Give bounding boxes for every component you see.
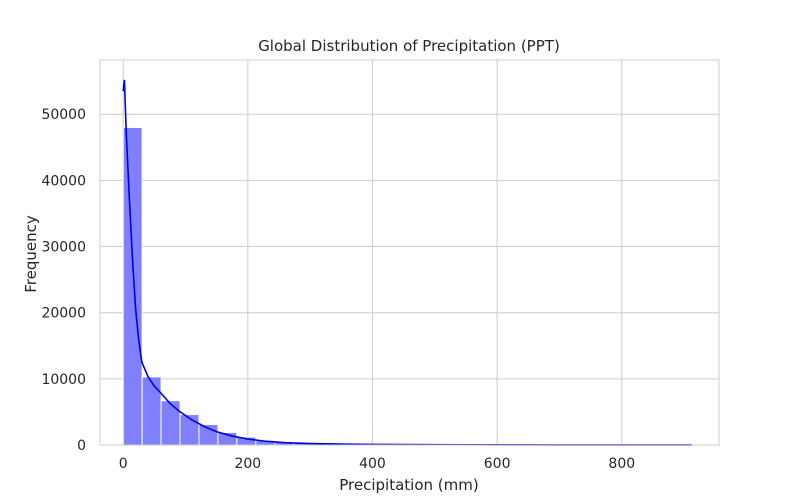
histogram-bar <box>122 126 143 446</box>
y-tick-label: 40000 <box>41 173 86 189</box>
histogram-bar <box>141 376 162 446</box>
x-tick-label: 200 <box>234 456 261 472</box>
x-tick-labels: 0 200 400 600 800 <box>119 456 635 472</box>
y-tick-labels: 0 10000 20000 30000 40000 50000 <box>41 107 86 454</box>
plot-frame <box>99 59 720 446</box>
y-axis-label: Frequency <box>22 215 40 293</box>
x-tick-label: 400 <box>359 456 386 472</box>
x-tick-label: 600 <box>484 456 511 472</box>
chart-title: Global Distribution of Precipitation (PP… <box>258 37 560 55</box>
y-tick-label: 30000 <box>41 240 86 256</box>
y-tick-label: 10000 <box>41 372 86 388</box>
y-tick-label: 0 <box>77 438 86 454</box>
x-axis-label: Precipitation (mm) <box>339 476 478 494</box>
x-tick-label: 0 <box>119 456 128 472</box>
histogram-bar <box>160 400 181 446</box>
x-tick-label: 800 <box>608 456 635 472</box>
y-tick-label: 50000 <box>41 107 86 123</box>
y-tick-label: 20000 <box>41 306 86 322</box>
